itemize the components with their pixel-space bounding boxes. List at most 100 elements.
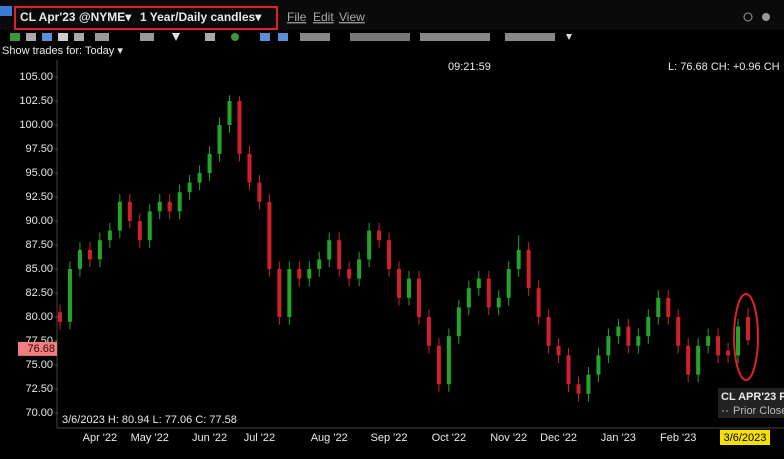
candle-body [277,269,282,317]
candle-body [416,278,421,317]
candle-body [397,269,402,298]
candle-body [636,336,641,346]
clock: 09:21:59 [448,61,491,73]
y-tick-label: 80.00 [25,311,53,323]
y-tick-label: 105.00 [19,71,53,83]
candle-body [257,182,262,202]
candle-body [656,297,661,317]
highlight-ellipse [733,293,759,381]
candle-body [506,269,511,298]
candle-body [327,240,332,260]
symbol[interactable]: CL Apr'23 @NYME▾ [20,10,132,24]
ohlc-info: 3/6/2023 H: 80.94 L: 77.06 C: 77.58 [62,414,237,426]
candle-body [237,101,242,154]
candle-body [167,201,172,212]
y-tick-label: 75.00 [25,359,53,371]
candle-body [536,288,541,317]
candle-body [187,182,192,193]
candle-body [217,125,222,154]
candle-body [247,153,252,183]
candle-body [347,269,352,279]
candle-body [157,201,162,212]
candle-body [516,249,521,269]
candle-body [456,307,461,337]
menu-edit[interactable]: Edit [313,10,334,24]
candle-body [357,259,362,279]
y-tick-label: 97.50 [25,143,53,155]
app-icon [0,6,12,16]
legend-entry: Prior Close [733,405,784,417]
y-tick-label: 87.50 [25,239,53,251]
candle-body [546,317,551,346]
x-tick-label: Oct '22 [432,432,467,444]
candle-body [307,269,312,279]
candle-body [476,278,481,289]
x-tick-label: Dec '22 [540,432,577,444]
candle-body [666,297,671,317]
candle-body [267,201,272,269]
candle-body [446,336,451,385]
title-bar [0,0,784,30]
x-tick-label: Aug '22 [311,432,348,444]
candle-body [227,101,232,125]
y-tick-label: 90.00 [25,215,53,227]
candle-body [726,350,731,356]
candle-body [586,374,591,394]
x-tick-label: Nov '22 [490,432,527,444]
candle-body [576,384,581,394]
candle-body [177,192,182,212]
x-tick-label: Jan '23 [601,432,636,444]
candle-body [466,288,471,308]
candle-body [596,355,601,375]
candle-body [496,297,501,308]
date-highlight [720,430,770,445]
y-tick-label: 70.00 [25,407,53,419]
candle-body [676,317,681,346]
candle-body [97,240,102,260]
y-tick-label: 102.50 [19,95,53,107]
menu-view[interactable]: View [339,10,365,24]
last-price-box [18,341,57,356]
candle-body [616,326,621,337]
x-tick-label: Sep '22 [371,432,408,444]
x-tick-label: Jun '22 [192,432,227,444]
candle-body [117,201,122,231]
candle-body [566,355,571,385]
settings-icon[interactable] [762,13,770,21]
legend-box [718,388,784,418]
candle-body [706,336,711,346]
candle-body [367,230,372,260]
menu-file[interactable]: File [287,10,307,24]
x-tick-label: May '22 [131,432,169,444]
candle-body [337,240,342,269]
x-tick-label: Feb '23 [660,432,696,444]
candle-body [436,345,441,385]
candle-body [58,312,62,322]
x-tick-label: Apr '22 [83,432,118,444]
legend-entry: CL APR'23 F [721,391,784,403]
y-tick-label: 95.00 [25,167,53,179]
candle-body [387,240,392,269]
period[interactable]: 1 Year/Daily candles▾ [140,10,262,24]
candle-body [317,259,322,269]
candle-body [556,345,561,356]
candle-body [686,345,691,375]
y-tick-label: 82.50 [25,287,53,299]
candle-body [197,173,202,183]
candle-body [287,269,292,317]
search-icon[interactable] [743,12,753,22]
candle-body [87,249,92,260]
last-price-label: 76.68 [27,343,55,355]
candle-body [746,317,750,341]
x-tick-label: 3/6/2023 [724,432,767,444]
toolbar-icons [10,33,572,41]
candle-body [736,326,741,356]
candle-body [207,153,212,173]
candle-body [646,317,651,337]
highlight-box [14,6,278,30]
candle-body [526,249,531,289]
y-tick-label: 85.00 [25,263,53,275]
trades-for[interactable]: Show trades for: Today ▾ [2,45,123,57]
